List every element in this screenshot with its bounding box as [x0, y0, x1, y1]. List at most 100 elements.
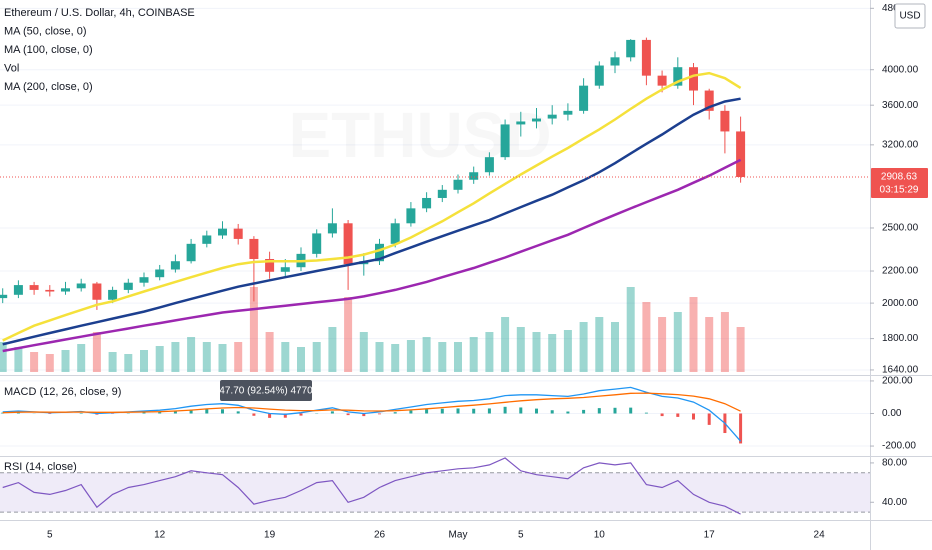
candle-body — [610, 57, 620, 66]
y-tick-label: 2500.00 — [882, 223, 919, 234]
moving-average — [2, 158, 742, 353]
candle-body — [500, 124, 510, 158]
volume-bar — [0, 342, 7, 372]
macd-histogram-bar — [173, 411, 177, 414]
macd-histogram-bar — [472, 408, 476, 414]
x-tick-label: 5 — [47, 530, 53, 541]
volume-bar — [124, 354, 133, 372]
volume-bar — [265, 332, 274, 372]
volume-bar — [108, 352, 117, 372]
volume-bar — [202, 342, 211, 372]
macd-histogram-bar — [189, 409, 193, 414]
candle-body — [218, 228, 227, 236]
candle-body — [233, 228, 243, 239]
legend-entry: Ethereum / U.S. Dollar, 4h, COINBASE — [4, 7, 195, 19]
candle-body — [108, 289, 118, 300]
macd-histogram-bar — [393, 412, 397, 414]
candle-body — [327, 223, 337, 234]
y-tick-label: 3200.00 — [882, 139, 919, 150]
candle-body — [92, 283, 102, 300]
legend-entry: MA (200, close, 0) — [4, 81, 93, 93]
candle-body — [422, 197, 432, 209]
volume-bar — [187, 337, 196, 372]
y-tick-label: 80.00 — [882, 458, 907, 469]
volume-bar — [218, 344, 227, 372]
macd-histogram-bar — [16, 412, 20, 414]
y-tick-label: 200.00 — [882, 376, 913, 387]
macd-histogram-bar — [205, 409, 209, 414]
volume-bar — [579, 322, 588, 372]
volume-bar — [438, 342, 447, 372]
macd-histogram-bar — [330, 411, 334, 414]
volume-bar — [312, 342, 321, 372]
rsi-line — [2, 457, 741, 515]
volume-bar — [45, 354, 54, 372]
macd-histogram-bar — [425, 409, 429, 414]
volume-bar — [673, 312, 682, 372]
macd-histogram-bar — [236, 411, 240, 414]
volume-bar — [611, 322, 619, 372]
macd-histogram-bar — [676, 413, 680, 417]
candle-body — [736, 131, 746, 177]
macd-histogram-bar — [268, 413, 272, 418]
y-tick-label: 3600.00 — [882, 100, 919, 111]
macd-histogram-bar — [142, 412, 146, 414]
volume-bar — [454, 342, 462, 372]
x-tick-label: 17 — [704, 530, 716, 541]
macd-histogram-bar — [566, 411, 570, 414]
macd-line — [2, 392, 741, 414]
macd-histogram-bar — [1, 412, 5, 414]
crosshair-tooltip-text: 47.70 (92.54%) 4770 — [219, 386, 313, 397]
last-price-box — [871, 167, 928, 198]
candle-body — [13, 285, 23, 295]
candle-body — [532, 118, 541, 122]
volume-bar — [344, 297, 353, 372]
macd-histogram-bar — [299, 413, 303, 416]
volume-bar — [422, 337, 431, 372]
macd-histogram-bar — [252, 413, 256, 416]
moving-average — [2, 97, 741, 346]
y-tick-label: 4000.00 — [882, 64, 919, 75]
volume-bar — [297, 347, 305, 372]
candle-body — [720, 110, 730, 132]
volume-bar — [548, 334, 557, 372]
candle-body — [29, 285, 39, 290]
y-tick-label: 1800.00 — [882, 333, 919, 344]
macd-histogram-bar — [739, 413, 743, 444]
volume-bar — [359, 332, 368, 372]
volume-bar — [249, 287, 258, 372]
volume-bar — [705, 317, 714, 372]
x-tick-label: 10 — [594, 530, 606, 541]
y-tick-label: 2200.00 — [882, 266, 919, 277]
candle-body — [516, 121, 526, 125]
candle-body — [170, 261, 180, 270]
candle-body — [312, 233, 322, 254]
x-tick-label: 12 — [154, 530, 166, 541]
macd-histogram-bar — [535, 408, 538, 414]
macd-histogram-bar — [644, 412, 648, 414]
candle-body — [657, 75, 667, 86]
candle-body — [249, 238, 259, 259]
candle-body — [469, 172, 479, 180]
currency-button[interactable] — [894, 3, 926, 29]
x-tick-label: 5 — [518, 530, 524, 541]
macd-histogram-bar — [707, 413, 711, 425]
y-tick-label: 40.00 — [882, 497, 907, 508]
volume-bar — [720, 312, 729, 372]
y-tick-label: -200.00 — [882, 441, 916, 452]
volume-bar — [406, 340, 415, 372]
volume-bar — [234, 342, 243, 372]
currency-label[interactable]: USD — [899, 11, 920, 22]
candle-body — [265, 258, 275, 272]
pane-legend: MACD (12, 26, close, 9) — [4, 386, 121, 398]
candle-body — [186, 243, 196, 262]
candle-body — [0, 294, 8, 299]
volume-bar — [563, 330, 572, 372]
candle-body — [641, 39, 651, 76]
candle-body — [689, 67, 698, 91]
crosshair-tooltip — [220, 380, 312, 401]
rsi-band — [0, 472, 870, 513]
candle-body — [61, 288, 70, 292]
